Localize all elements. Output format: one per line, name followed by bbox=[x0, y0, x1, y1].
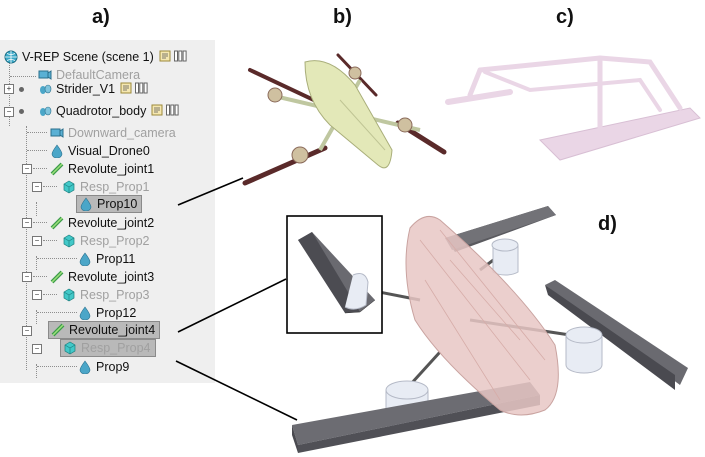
collapse-toggle-icon[interactable]: − bbox=[32, 182, 42, 192]
script-icon[interactable] bbox=[151, 104, 163, 119]
shape-icon bbox=[78, 306, 92, 321]
tree-item-label: Revolute_joint2 bbox=[68, 216, 155, 230]
tree-item-label: Visual_Drone0 bbox=[68, 144, 150, 158]
scene-hierarchy-panel: V-REP Scene (scene 1) DefaultCamera + St… bbox=[0, 40, 215, 383]
tree-item-label: Revolute_joint3 bbox=[68, 270, 155, 284]
camera-icon bbox=[38, 68, 52, 82]
tree-item-label: Downward_camera bbox=[68, 126, 176, 140]
tree-item-defaultcamera[interactable]: DefaultCamera bbox=[38, 66, 140, 84]
drone-visual-model bbox=[242, 53, 447, 186]
tree-item-label: Prop12 bbox=[96, 306, 137, 320]
tree-item-label: Prop11 bbox=[96, 252, 136, 266]
script-icon[interactable] bbox=[120, 82, 132, 97]
tree-item-revolute-joint4[interactable]: Revolute_joint4 bbox=[48, 321, 161, 339]
properties-icon[interactable] bbox=[173, 50, 187, 65]
tree-item-label: Resp_Prop3 bbox=[80, 288, 150, 302]
panel-label-b: b) bbox=[333, 6, 352, 28]
tree-item-label: V-REP Scene (scene 1) bbox=[22, 50, 154, 64]
tree-item-label: Prop10 bbox=[97, 197, 138, 211]
collapse-toggle-icon[interactable]: − bbox=[32, 290, 42, 300]
panel-label-c: c) bbox=[556, 6, 574, 28]
tree-item-prop9[interactable]: Prop9 bbox=[78, 358, 129, 376]
tree-item-label: Quadrotor_body bbox=[56, 104, 147, 118]
joint-icon bbox=[50, 162, 64, 176]
collapse-toggle-icon[interactable]: − bbox=[22, 218, 32, 228]
collapse-toggle-icon[interactable]: − bbox=[22, 164, 32, 174]
joint-icon bbox=[50, 270, 64, 284]
tree-item-label: DefaultCamera bbox=[56, 68, 141, 82]
tree-item-label: Resp_Prop1 bbox=[80, 180, 150, 194]
cube-icon bbox=[62, 180, 76, 194]
collapse-toggle-icon[interactable]: − bbox=[22, 272, 32, 282]
collapse-toggle-icon[interactable]: − bbox=[4, 107, 14, 117]
shape-icon bbox=[79, 197, 93, 212]
tree-item-label: Resp_Prop4 bbox=[81, 341, 151, 355]
panel-label-a: a) bbox=[92, 6, 110, 28]
tree-item-quadrotor-body[interactable]: Quadrotor_body bbox=[38, 102, 179, 120]
tree-item-label: Revolute_joint4 bbox=[69, 323, 156, 337]
tree-item-prop10[interactable]: Prop10 bbox=[76, 195, 143, 213]
tree-item-visual-drone[interactable]: Visual_Drone0 bbox=[50, 142, 150, 160]
tree-item-resp-prop4[interactable]: Resp_Prop4 bbox=[60, 339, 156, 357]
tree-item-label: Strider_V1 bbox=[56, 82, 116, 96]
collapse-toggle-icon[interactable]: − bbox=[32, 344, 42, 354]
strider-frame-model bbox=[445, 55, 701, 161]
tree-item-downward-camera[interactable]: Downward_camera bbox=[50, 124, 176, 142]
collapse-toggle-icon[interactable]: − bbox=[22, 326, 32, 336]
shape-icon bbox=[78, 252, 92, 267]
tree-item-prop11[interactable]: Prop11 bbox=[78, 250, 135, 268]
tree-item-label: Revolute_joint1 bbox=[68, 162, 155, 176]
cube-icon bbox=[63, 341, 77, 355]
script-icon[interactable] bbox=[159, 50, 171, 65]
camera-icon bbox=[50, 126, 64, 140]
leader-line-joint4-top bbox=[177, 278, 287, 333]
shape-group-icon bbox=[38, 104, 52, 118]
leader-line-joint4-bottom bbox=[175, 360, 298, 421]
quadrotor-collision-model bbox=[286, 206, 688, 453]
shape-icon bbox=[78, 360, 92, 375]
properties-icon[interactable] bbox=[166, 104, 179, 119]
inset-arm-detail bbox=[298, 232, 376, 314]
cube-icon bbox=[62, 234, 76, 248]
tree-item-revolute-joint1[interactable]: Revolute_joint1 bbox=[50, 160, 154, 178]
tree-item-resp-prop3[interactable]: Resp_Prop3 bbox=[62, 286, 150, 304]
panel-label-d: d) bbox=[598, 213, 617, 235]
tree-item-revolute-joint3[interactable]: Revolute_joint3 bbox=[50, 268, 154, 286]
expand-toggle-icon[interactable]: + bbox=[4, 84, 14, 94]
properties-icon[interactable] bbox=[135, 82, 148, 97]
tree-item-prop12[interactable]: Prop12 bbox=[78, 304, 136, 322]
joint-icon bbox=[50, 216, 64, 230]
globe-icon bbox=[4, 50, 18, 64]
tree-item-resp-prop2[interactable]: Resp_Prop2 bbox=[62, 232, 150, 250]
leader-line-prop10 bbox=[177, 177, 244, 206]
tree-item-label: Resp_Prop2 bbox=[80, 234, 150, 248]
cube-icon bbox=[62, 288, 76, 302]
tree-item-resp-prop1[interactable]: Resp_Prop1 bbox=[62, 178, 150, 196]
collapse-toggle-icon[interactable]: − bbox=[32, 236, 42, 246]
tree-item-label: Prop9 bbox=[96, 360, 130, 374]
joint-icon bbox=[51, 323, 65, 337]
tree-item-revolute-joint2[interactable]: Revolute_joint2 bbox=[50, 214, 154, 232]
tree-item-scene[interactable]: V-REP Scene (scene 1) bbox=[4, 48, 187, 66]
shape-group-icon bbox=[38, 82, 52, 96]
tree-item-strider[interactable]: Strider_V1 bbox=[38, 80, 148, 98]
shape-icon bbox=[50, 144, 64, 159]
